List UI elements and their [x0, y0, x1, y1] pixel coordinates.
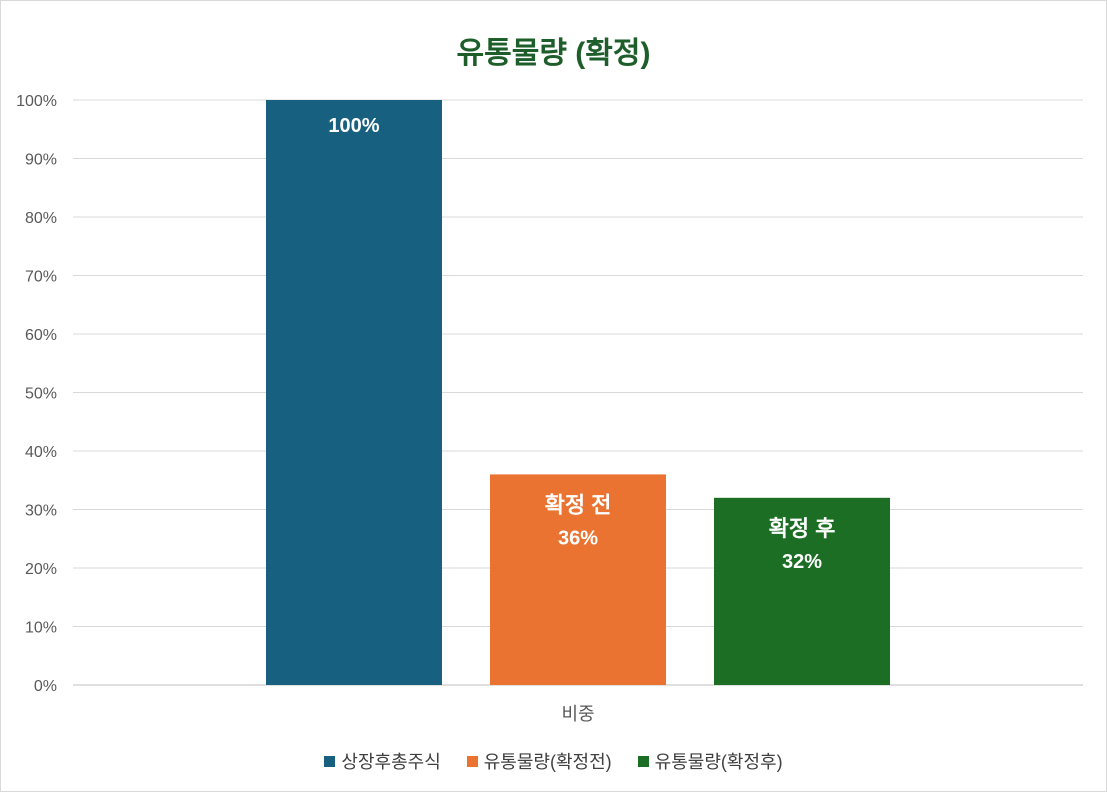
data-label-value: 32% [782, 551, 822, 573]
y-tick-label: 10% [25, 620, 57, 637]
legend-label: 유통물량(확정후) [654, 752, 783, 772]
legend-item: 유통물량(확정전) [466, 748, 612, 774]
legend-item: 상장후총주식 [324, 748, 441, 774]
bar [266, 100, 442, 685]
bar [714, 497, 890, 685]
chart-title: 유통물량 (확정) [456, 37, 651, 70]
bar [490, 474, 666, 685]
legend-label: 상장후총주식 [341, 752, 441, 772]
data-label-value: 100% [328, 115, 379, 137]
legend-label: 유통물량(확정전) [483, 752, 612, 772]
legend-swatch [637, 755, 649, 767]
data-label-title: 확정 후 [769, 516, 836, 541]
y-tick-label: 40% [25, 444, 57, 461]
y-tick-label: 0% [34, 678, 57, 695]
y-tick-label: 100% [16, 93, 57, 110]
data-label-value: 36% [558, 527, 598, 549]
legend-swatch [466, 755, 478, 767]
legend-item: 유통물량(확정후) [637, 748, 783, 774]
y-tick-label: 70% [25, 269, 57, 286]
y-tick-label: 60% [25, 327, 57, 344]
y-tick-label: 50% [25, 386, 57, 403]
x-tick-label: 비중 [561, 704, 594, 724]
y-tick-label: 80% [25, 210, 57, 227]
data-label-title: 확정 전 [545, 492, 612, 517]
legend-swatch [324, 755, 336, 767]
y-tick-label: 20% [25, 561, 57, 578]
y-tick-label: 30% [25, 503, 57, 520]
y-tick-label: 90% [25, 152, 57, 169]
chart-legend: 상장후총주식 유통물량(확정전) 유통물량(확정후) [0, 748, 1107, 774]
